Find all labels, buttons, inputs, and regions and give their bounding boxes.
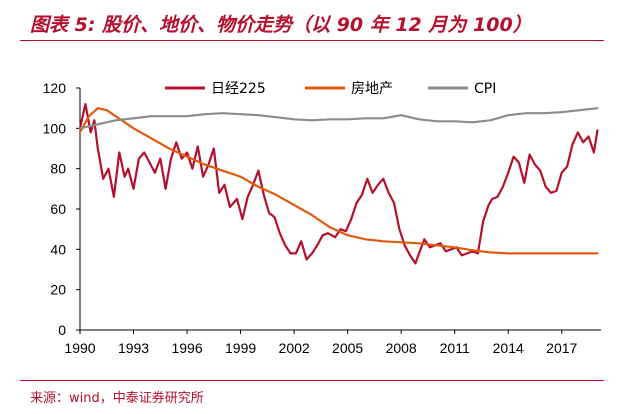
x-tick-label: 2011 — [440, 340, 470, 356]
x-tick-label: 2008 — [386, 340, 417, 356]
source-note: 来源：wind，中泰证券研究所 — [30, 391, 204, 406]
series-line-nikkei — [78, 102, 599, 265]
series-line-land — [78, 107, 599, 255]
x-tick-label: 2017 — [546, 340, 577, 356]
y-tick-label: 100 — [43, 120, 67, 136]
series-line-cpi — [78, 107, 599, 130]
x-tick-label: 1996 — [171, 340, 202, 356]
chart-title: 图表 5: 股价、地价、物价走势（以 90 年 12 月为 100） — [30, 14, 532, 36]
legend: 日经225 房地产 CPI — [165, 81, 496, 97]
legend-label-land: 房地产 — [351, 81, 393, 97]
title-divider — [20, 40, 604, 41]
x-tick-label: 1999 — [225, 340, 256, 356]
y-tick-label: 120 — [43, 80, 67, 96]
y-tick-label: 20 — [50, 282, 66, 298]
tick-labels: 0 20 40 60 80 100 120 1990 1993 1996 1999 2002 2005 2… — [43, 80, 578, 356]
y-tick-label: 0 — [58, 322, 66, 338]
axes — [76, 87, 601, 334]
x-tick-label: 2002 — [279, 340, 310, 356]
x-tick-label: 2014 — [493, 340, 524, 356]
x-tick-label: 1990 — [64, 340, 95, 356]
y-tick-label: 80 — [50, 161, 66, 177]
x-tick-label: 2005 — [332, 340, 363, 356]
series-lines — [78, 102, 599, 265]
legend-label-cpi: CPI — [474, 81, 496, 97]
footer-divider — [20, 380, 604, 381]
legend-label-nikkei: 日经225 — [211, 81, 266, 97]
x-tick-label: 1993 — [118, 340, 149, 356]
y-tick-label: 60 — [50, 201, 66, 217]
y-tick-label: 40 — [50, 241, 66, 257]
